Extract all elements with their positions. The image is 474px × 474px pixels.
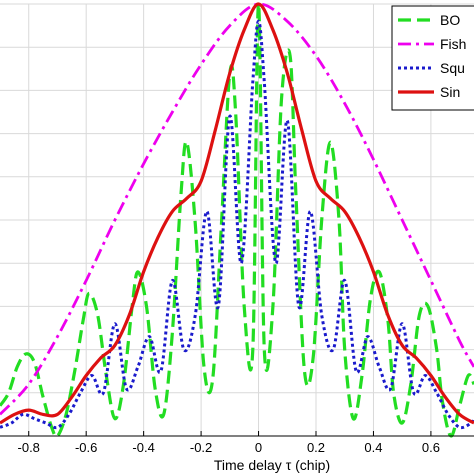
series-layer — [0, 2, 474, 439]
series-line-squ — [0, 19, 474, 430]
x-axis-label: Time delay τ (chip) — [214, 457, 330, 473]
x-tick-label: 0.4 — [364, 440, 382, 455]
legend-label-fish: Fish — [440, 36, 466, 52]
axes: -0.8 -0.6 -0.4 -0.2 0 0.2 0.4 0.6 — [0, 431, 474, 455]
legend: BO Fish Squ Sin — [391, 5, 474, 111]
x-tick-label: 0.6 — [422, 440, 440, 455]
series-line-fish — [0, 2, 474, 416]
x-tick-label: 0 — [255, 440, 262, 455]
legend-label-bo: BO — [440, 12, 460, 28]
legend-label-sin: Sin — [440, 84, 460, 100]
x-tick-label: -0.2 — [190, 440, 212, 455]
series-line-sin — [0, 2, 474, 425]
x-tick-label: -0.8 — [18, 440, 40, 455]
x-tick-label: -0.6 — [75, 440, 97, 455]
x-tick-label: -0.4 — [132, 440, 154, 455]
legend-label-squ: Squ — [440, 60, 465, 76]
x-tick-label: 0.2 — [307, 440, 325, 455]
